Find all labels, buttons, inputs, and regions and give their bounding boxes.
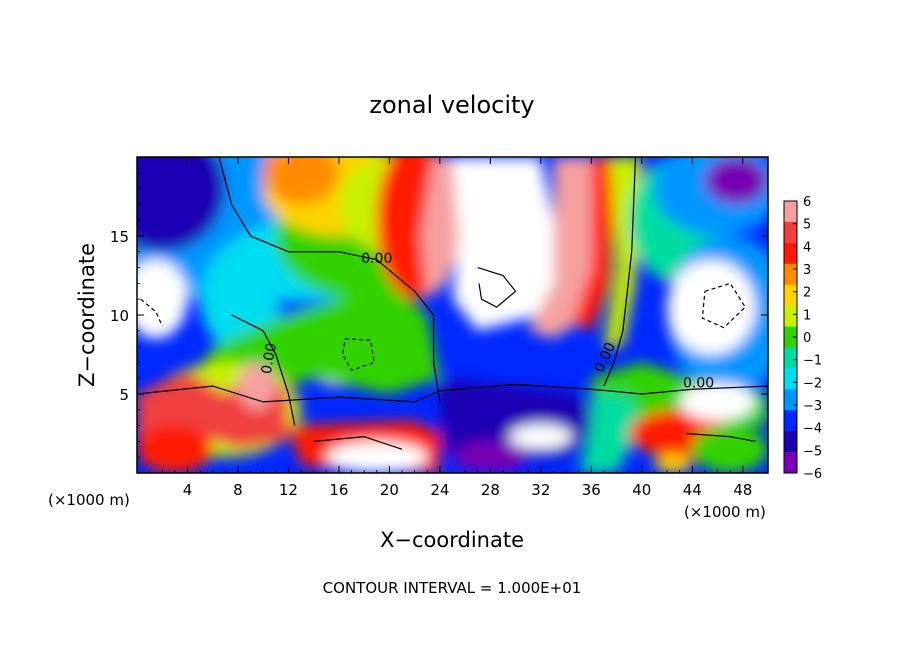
colorbar-swatch (784, 326, 797, 348)
chart-title: zonal velocity (369, 91, 534, 119)
field-region (237, 362, 276, 410)
x-tick-label: 8 (233, 481, 243, 499)
colorbar-swatch (784, 389, 797, 411)
y-tick-label: 10 (110, 307, 129, 325)
field-region (578, 394, 642, 473)
field-region (263, 157, 339, 205)
colorbar-label: −4 (803, 422, 822, 437)
plot-area: 0.000.00 0.000.00 (137, 157, 768, 473)
colorbar-swatch (784, 242, 797, 265)
contour-label: 0.00 (361, 251, 392, 267)
x-tick-label: 4 (183, 481, 193, 499)
colorbar-swatch (784, 368, 797, 390)
x-tick-label: 36 (582, 481, 601, 499)
colorbar-label: 3 (803, 263, 811, 278)
velocity-field (137, 157, 768, 473)
field-region (572, 157, 617, 331)
field-region (452, 157, 567, 331)
y-axis-label: Z−coordinate (75, 243, 99, 387)
zero-contour-line (685, 432, 756, 442)
zero-contour-line (313, 436, 403, 450)
field-region (704, 157, 768, 205)
x-tick-label: 16 (329, 481, 348, 499)
field-region (654, 454, 693, 473)
colorbar-label: 1 (803, 308, 811, 323)
x-tick-label: 28 (481, 481, 500, 499)
colorbar-label: 4 (803, 240, 811, 255)
contour-interval-note: CONTOUR INTERVAL = 1.000E+01 (323, 579, 582, 597)
field-region (326, 441, 428, 473)
field-region (692, 425, 768, 473)
zero-contour-line (137, 383, 768, 403)
x-tick-label: 20 (380, 481, 399, 499)
contour-label: 0.00 (683, 376, 714, 392)
field-region (679, 382, 756, 421)
negative-contour-line (701, 282, 747, 329)
colorbar-label: −1 (803, 354, 822, 369)
x-unit-left: (×1000 m) (48, 491, 130, 509)
colorbar-swatch (784, 410, 797, 432)
colorbar-swatch (784, 263, 797, 285)
colorbar-label: 2 (803, 286, 811, 301)
field-region (137, 157, 226, 252)
zero-contour-line (603, 157, 637, 387)
colorbar-swatch (784, 284, 797, 306)
colorbar-label: 6 (803, 195, 811, 210)
x-tick-label: 48 (733, 481, 752, 499)
colorbar-label: −2 (803, 376, 822, 391)
y-tick-label: 5 (119, 386, 129, 404)
field-region (667, 259, 756, 355)
colorbar-label: 5 (803, 218, 811, 233)
field-region (452, 441, 529, 473)
negative-contour-line (140, 298, 163, 327)
colorbar-swatch (784, 347, 797, 369)
colorbar-label: −5 (803, 444, 822, 459)
colorbar-label: −3 (803, 399, 822, 414)
contour-label: 0.00 (259, 342, 280, 375)
negative-contour-line (342, 338, 375, 372)
x-tick-label: 12 (279, 481, 298, 499)
x-tick-label: 44 (683, 481, 702, 499)
colorbar: 6 5 4 3 2 1 0 −1 −2 −3 −4 −5 −6 (783, 195, 822, 482)
colorbar-swatch (784, 431, 797, 453)
x-tick-label: 40 (632, 481, 651, 499)
colorbar-swatch (784, 305, 797, 327)
x-tick-label: 24 (430, 481, 449, 499)
zero-contour-line (231, 314, 296, 426)
field-region (137, 259, 188, 339)
x-axis-label: X−coordinate (380, 528, 524, 552)
zero-contour-line (218, 157, 441, 402)
colorbar-swatch (784, 452, 797, 474)
colorbar-label: 0 (803, 331, 811, 346)
colorbar-swatch (784, 221, 797, 244)
colorbar-label: −6 (803, 467, 822, 482)
y-tick-label: 15 (110, 228, 129, 246)
colorbar-swatch (784, 201, 797, 223)
field-region (137, 425, 213, 473)
zero-contour-line (477, 267, 517, 308)
x-tick-label: 32 (531, 481, 550, 499)
field-region (509, 424, 573, 450)
x-unit-right: (×1000 m) (684, 503, 766, 521)
